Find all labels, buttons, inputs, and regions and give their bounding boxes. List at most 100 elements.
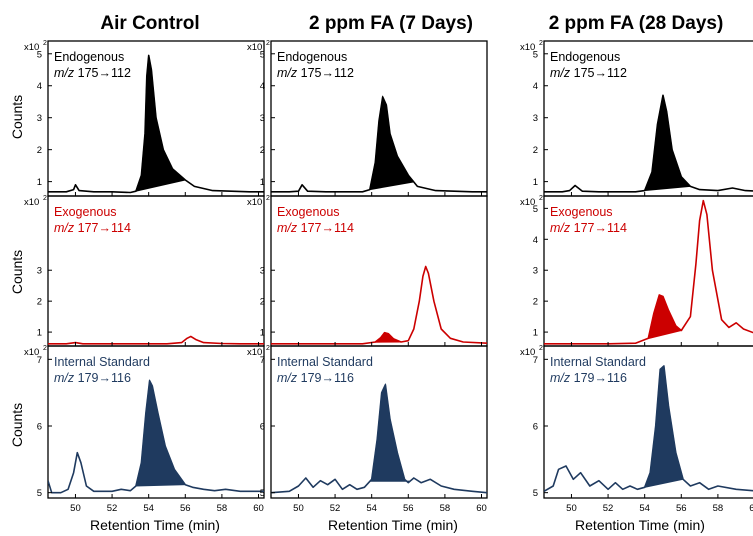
x-tick-label: 54	[143, 503, 154, 514]
transition-value: 175→112	[74, 66, 131, 80]
y-exponent: 2	[266, 40, 270, 47]
series-line	[271, 383, 487, 494]
y-tick-label: 2	[37, 297, 42, 308]
trace-transition: m/z 175→112	[550, 66, 627, 80]
x-tick-label: 52	[330, 503, 341, 514]
y-multiplier: x10	[24, 347, 39, 358]
y-axis-label-row2: Counts	[9, 250, 25, 294]
transition-prefix: m/z	[54, 66, 75, 80]
x-tick-label: 60	[253, 503, 264, 514]
trace-transition: m/z 175→112	[54, 66, 131, 80]
trace-name: Exogenous	[277, 205, 340, 219]
trace-name: Endogenous	[54, 50, 124, 64]
y-tick-label: 2	[533, 145, 538, 156]
y-tick-label: 4	[37, 81, 42, 92]
transition-prefix: m/z	[277, 371, 298, 385]
y-exponent: 2	[43, 345, 47, 352]
y-tick-label: 2	[533, 297, 538, 308]
trace-name: Internal Standard	[54, 355, 150, 369]
y-tick-label: 2	[37, 145, 42, 156]
y-multiplier: x10	[247, 42, 262, 53]
trace-transition: m/z 177→114	[54, 221, 131, 235]
series-line	[544, 94, 753, 193]
trace-name: Endogenous	[550, 50, 620, 64]
transition-prefix: m/z	[550, 66, 571, 80]
x-tick-label: 58	[440, 503, 451, 514]
y-axis-label-row3: Counts	[9, 403, 25, 447]
x-tick-label: 56	[403, 503, 414, 514]
y-tick-label: 5	[260, 49, 265, 60]
x-axis-label-col3: Retention Time (min)	[575, 517, 705, 533]
y-tick-label: 5	[533, 204, 538, 215]
y-exponent: 2	[43, 195, 47, 202]
y-exponent: 2	[266, 345, 270, 352]
x-tick-label: 54	[366, 503, 377, 514]
y-axis-label-row1: Counts	[9, 95, 25, 139]
series-line	[48, 379, 264, 494]
y-tick-label: 2	[260, 297, 265, 308]
peak-area	[135, 55, 187, 192]
trace-name: Internal Standard	[277, 355, 373, 369]
transition-value: 175→112	[297, 66, 354, 80]
transition-value: 179→116	[297, 371, 354, 385]
y-tick-label: 5	[533, 488, 538, 499]
x-tick-label: 60	[749, 503, 753, 514]
trace-transition: m/z 179→116	[550, 371, 627, 385]
transition-value: 179→116	[74, 371, 131, 385]
y-tick-label: 4	[533, 81, 538, 92]
trace-transition: m/z 177→114	[277, 221, 354, 235]
panel-frame	[270, 345, 488, 499]
x-axis-label-col2: Retention Time (min)	[328, 517, 458, 533]
panel-frame	[543, 345, 753, 499]
x-tick-label: 52	[603, 503, 614, 514]
y-tick-label: 3	[37, 113, 42, 124]
transition-value: 177→114	[297, 221, 354, 235]
y-tick-label: 4	[260, 81, 265, 92]
x-tick-label: 50	[293, 503, 304, 514]
y-tick-label: 3	[533, 266, 538, 277]
transition-value: 175→112	[570, 66, 627, 80]
y-tick-label: 1	[260, 328, 265, 339]
series-line	[544, 365, 753, 492]
x-tick-label: 58	[713, 503, 724, 514]
y-tick-label: 3	[260, 113, 265, 124]
y-tick-label: 4	[533, 235, 538, 246]
trace-transition: m/z 179→116	[277, 371, 354, 385]
y-tick-label: 7	[533, 355, 538, 366]
y-tick-label: 3	[533, 113, 538, 124]
transition-value: 177→114	[74, 221, 131, 235]
series-line	[48, 54, 264, 194]
y-multiplier: x10	[24, 42, 39, 53]
y-multiplier: x10	[520, 197, 535, 208]
x-axis-label-col1: Retention Time (min)	[90, 517, 220, 533]
trace-name: Endogenous	[277, 50, 347, 64]
y-exponent: 2	[539, 40, 543, 47]
trace-name: Internal Standard	[550, 355, 646, 369]
y-exponent: 2	[266, 195, 270, 202]
peak-area	[646, 294, 683, 340]
series-line	[48, 335, 264, 345]
peak-area	[368, 382, 412, 484]
y-exponent: 2	[539, 195, 543, 202]
x-tick-label: 50	[566, 503, 577, 514]
transition-prefix: m/z	[277, 66, 298, 80]
trace-name: Exogenous	[54, 205, 117, 219]
y-tick-label: 5	[533, 49, 538, 60]
x-tick-label: 54	[639, 503, 650, 514]
panel-frame	[47, 345, 265, 499]
y-tick-label: 7	[260, 355, 265, 366]
transition-prefix: m/z	[550, 371, 571, 385]
trace-name: Exogenous	[550, 205, 613, 219]
x-tick-label: 58	[217, 503, 228, 514]
transition-prefix: m/z	[54, 221, 75, 235]
column-title-2: 2 ppm FA (7 Days)	[309, 13, 473, 34]
panel-row2-col2: 1 2 3 x10 2 Exogenous m/z 177→114	[247, 195, 488, 347]
column-title-3: 2 ppm FA (28 Days)	[549, 13, 724, 34]
transition-prefix: m/z	[54, 371, 75, 385]
y-tick-label: 5	[37, 488, 42, 499]
y-exponent: 2	[539, 345, 543, 352]
